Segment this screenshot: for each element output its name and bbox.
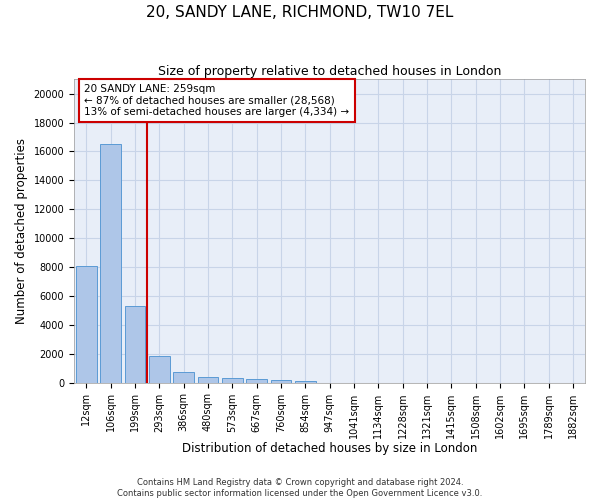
X-axis label: Distribution of detached houses by size in London: Distribution of detached houses by size … [182,442,477,455]
Bar [173,372,194,382]
Bar [197,377,218,382]
Title: Size of property relative to detached houses in London: Size of property relative to detached ho… [158,65,501,78]
Bar [149,356,170,382]
Bar [271,380,291,382]
Bar [125,306,145,382]
Bar [246,380,267,382]
Bar [76,266,97,382]
Bar [295,380,316,382]
Bar [222,378,242,382]
Text: 20, SANDY LANE, RICHMOND, TW10 7EL: 20, SANDY LANE, RICHMOND, TW10 7EL [146,5,454,20]
Text: 20 SANDY LANE: 259sqm
← 87% of detached houses are smaller (28,568)
13% of semi-: 20 SANDY LANE: 259sqm ← 87% of detached … [84,84,349,117]
Y-axis label: Number of detached properties: Number of detached properties [15,138,28,324]
Bar [100,144,121,382]
Text: Contains HM Land Registry data © Crown copyright and database right 2024.
Contai: Contains HM Land Registry data © Crown c… [118,478,482,498]
